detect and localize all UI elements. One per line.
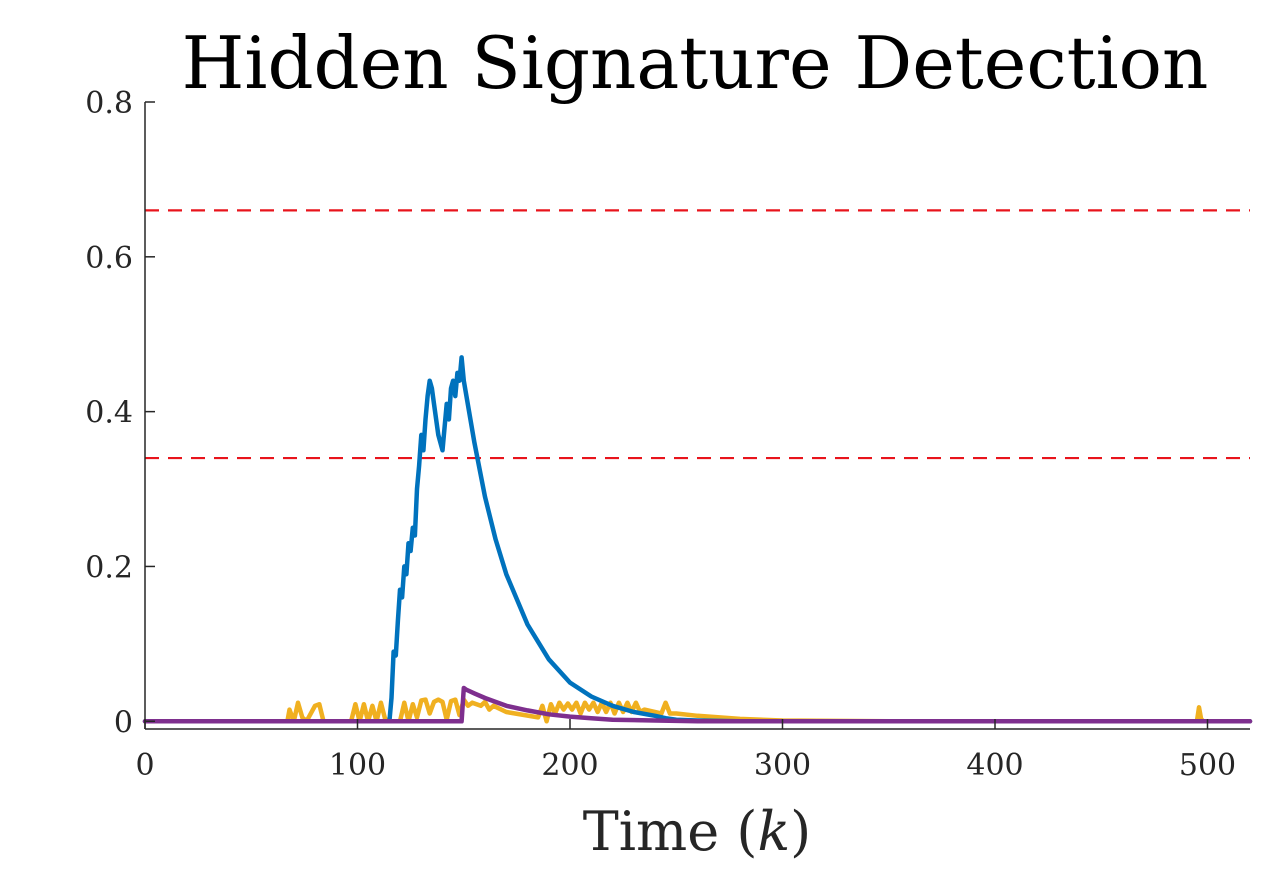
y-tick-label: 0.4: [85, 396, 133, 431]
x-tick-label: 100: [329, 748, 386, 783]
y-tick-label: 0.8: [85, 86, 133, 121]
x-axis-label-word: Time (: [583, 800, 758, 863]
series-line-0: [142, 697, 1253, 724]
x-axis-label-variable: k: [757, 800, 790, 863]
series-line-1: [142, 355, 1253, 724]
x-tick-label: 400: [966, 748, 1023, 783]
series-line-2: [142, 685, 1253, 724]
axes: [144, 102, 1250, 730]
tick-labels: 0 100 200 300 400 500 0 0.2 0.4 0.6 0.8: [85, 86, 1236, 783]
y-tick-label: 0.6: [85, 241, 133, 276]
x-axis-label: Time (k): [583, 800, 812, 863]
threshold-lines: [145, 209, 1250, 460]
data-series: [142, 355, 1253, 724]
x-tick-label: 200: [541, 748, 598, 783]
chart-title: Hidden Signature Detection: [182, 21, 1209, 105]
x-tick-label: 500: [1179, 748, 1236, 783]
y-tick-label: 0.2: [85, 550, 133, 585]
x-axis-label-close: ): [790, 800, 811, 863]
x-tick-label: 300: [754, 748, 811, 783]
y-tick-label: 0: [114, 705, 133, 740]
x-tick-label: 0: [135, 748, 154, 783]
